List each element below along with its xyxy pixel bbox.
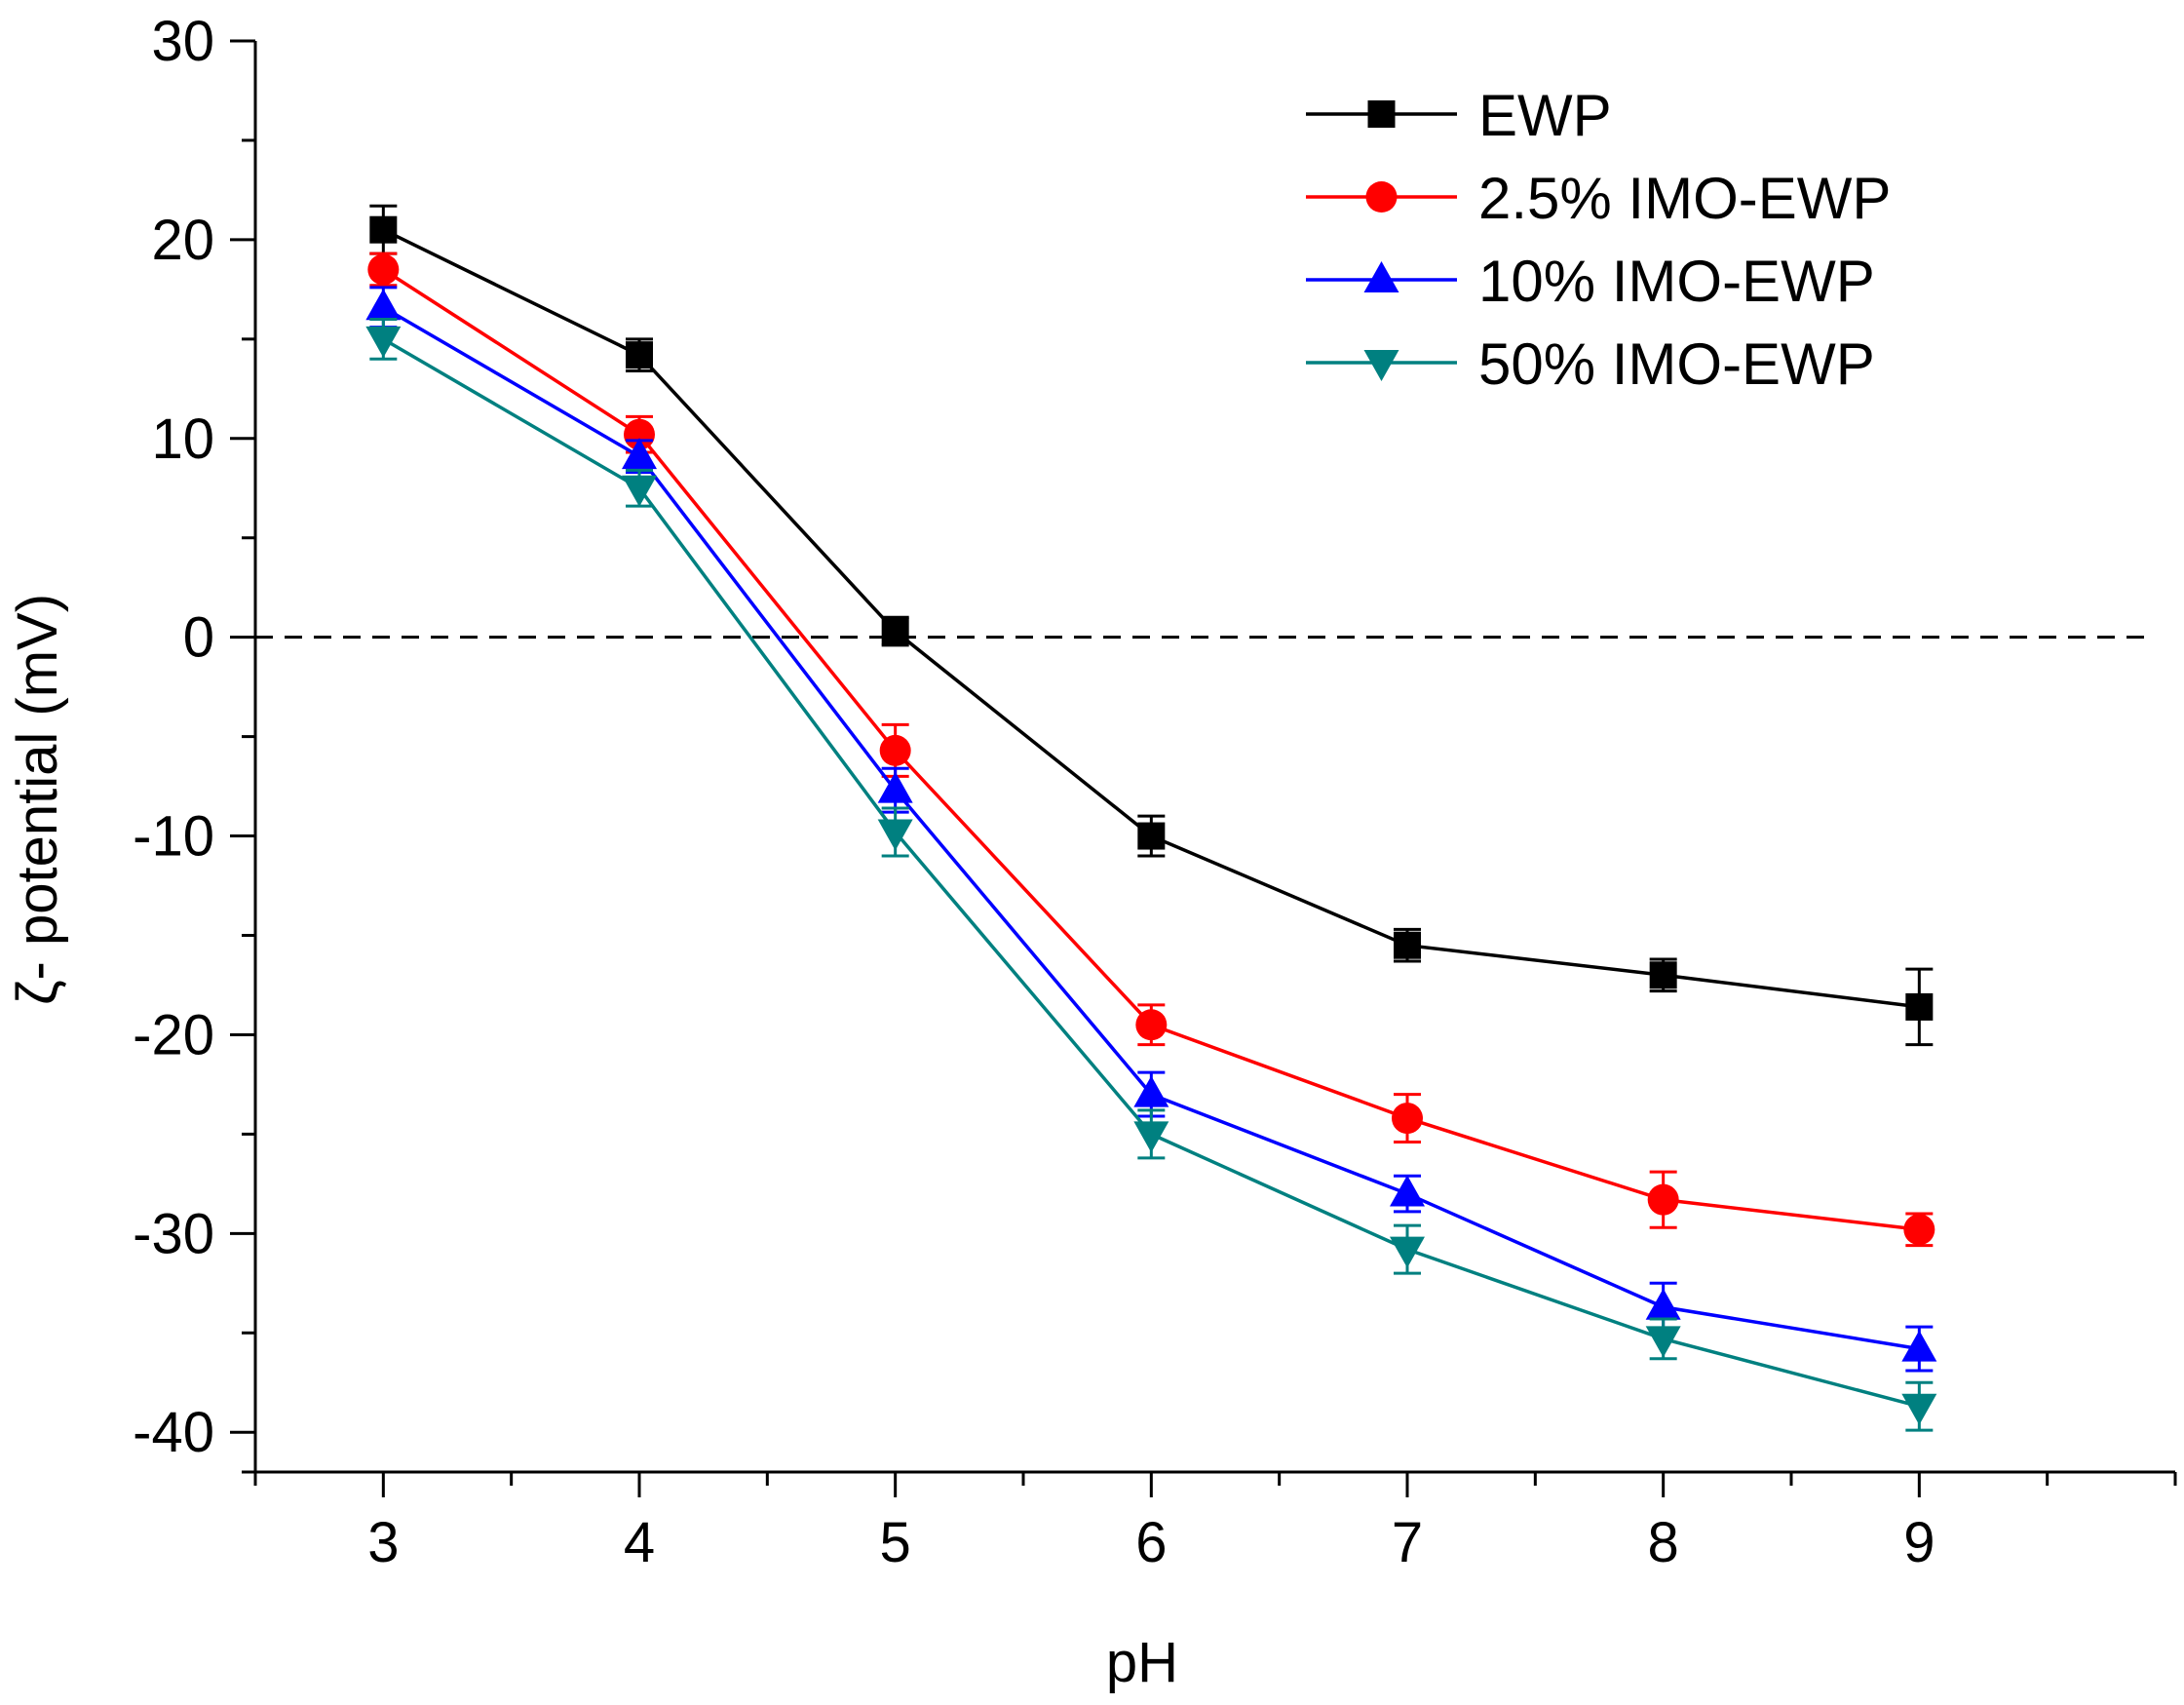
- series-0: [369, 204, 1934, 1047]
- y-tick-label: 0: [183, 606, 214, 670]
- y-tick-label: -10: [133, 805, 214, 869]
- data-point: [365, 326, 402, 358]
- legend-label: 50% IMO-EWP: [1478, 331, 1875, 397]
- series-layer: [365, 204, 1937, 1432]
- x-tick-label: 4: [624, 1511, 655, 1574]
- data-point: [881, 617, 909, 645]
- axes-layer: -40 -30 -20 -10 0 10 20 30 3 4 5 6 7 8 9: [133, 10, 2177, 1574]
- data-point: [1903, 1214, 1935, 1246]
- x-tick-label: 5: [880, 1511, 911, 1574]
- legend-marker: [1363, 261, 1399, 292]
- data-point: [1390, 1175, 1425, 1207]
- data-point: [877, 771, 913, 803]
- data-point: [1394, 931, 1421, 959]
- data-point: [1645, 1326, 1681, 1358]
- data-point: [1133, 1075, 1169, 1107]
- x-axis-label: pH: [1106, 1631, 1178, 1694]
- data-point: [1649, 961, 1677, 989]
- x-tick-label: 8: [1648, 1511, 1679, 1574]
- data-point: [622, 475, 657, 507]
- y-tick-label: 20: [151, 209, 214, 272]
- x-tick-label: 3: [367, 1511, 399, 1574]
- x-tick-label: 7: [1392, 1511, 1423, 1574]
- data-point: [879, 734, 911, 766]
- data-point: [1135, 1009, 1168, 1041]
- data-point: [626, 341, 653, 369]
- legend-entry: 10% IMO-EWP: [1306, 249, 1875, 314]
- data-point: [1901, 1393, 1937, 1425]
- legend-entry: 50% IMO-EWP: [1306, 331, 1875, 397]
- series-2: [365, 286, 1937, 1373]
- legend-marker: [1365, 181, 1398, 213]
- legend-label: EWP: [1478, 83, 1612, 148]
- data-point: [367, 253, 400, 286]
- data-point: [369, 215, 398, 244]
- y-tick-label: -20: [133, 1003, 214, 1066]
- legend-marker: [1367, 100, 1396, 128]
- series-line: [382, 337, 1920, 1409]
- data-point: [1905, 992, 1934, 1021]
- data-point: [624, 418, 655, 450]
- data-point: [1390, 1236, 1425, 1268]
- data-point: [1647, 1183, 1679, 1216]
- legend: EWP 2.5% IMO-EWP 10% IMO-EWP 50% IMO-EWP: [1306, 83, 1891, 397]
- data-point: [1392, 1103, 1423, 1135]
- y-tick-label: -40: [133, 1401, 214, 1464]
- legend-entry: EWP: [1306, 83, 1612, 148]
- series-3: [365, 317, 1937, 1432]
- data-point: [1133, 1121, 1169, 1153]
- data-point: [1137, 822, 1166, 850]
- data-point: [622, 438, 657, 470]
- data-point: [365, 289, 402, 321]
- x-tick-label: 6: [1135, 1511, 1167, 1574]
- y-tick-label: -30: [133, 1202, 214, 1265]
- data-point: [1645, 1288, 1681, 1320]
- legend-marker: [1363, 350, 1399, 381]
- y-axis-label: ζ- potential (mV): [6, 594, 69, 1005]
- legend-entry: 2.5% IMO-EWP: [1306, 166, 1891, 231]
- y-tick-label: 30: [151, 10, 214, 73]
- data-point: [877, 819, 913, 851]
- x-tick-label: 9: [1903, 1511, 1935, 1574]
- legend-label: 10% IMO-EWP: [1478, 249, 1875, 314]
- y-tick-label: 10: [151, 407, 214, 471]
- data-point: [1901, 1330, 1937, 1362]
- legend-label: 2.5% IMO-EWP: [1478, 166, 1891, 231]
- series-1: [367, 252, 1935, 1248]
